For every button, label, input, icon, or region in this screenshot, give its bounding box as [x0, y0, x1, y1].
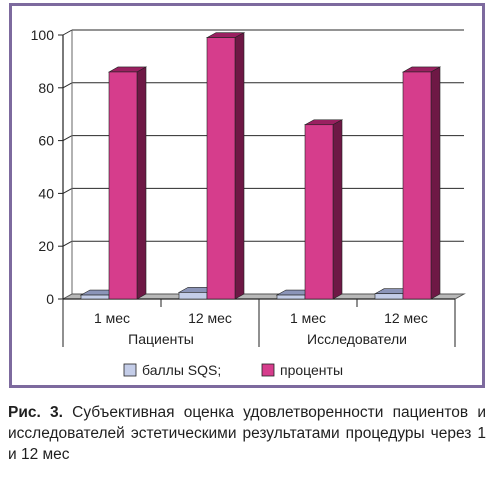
caption-label: Рис. 3. — [8, 404, 63, 421]
chart-frame — [9, 3, 485, 388]
x-tick-label: 12 мес — [188, 310, 232, 326]
bar-percent-side — [430, 66, 441, 300]
caption-text: Субъективная оценка удовлетворенности па… — [8, 404, 487, 463]
gridline-depth — [62, 187, 73, 194]
bar-sqs-front — [374, 293, 404, 300]
bar-chart: 0 20 40 60 80 100 1 мес 12 мес 1 мес 12 мес Пациен… — [9, 3, 485, 388]
legend-label-sqs: баллы SQS; — [142, 362, 221, 378]
bar-percent — [205, 32, 246, 300]
y-tick-label: 20 — [38, 238, 54, 254]
bar-percent-side — [136, 66, 147, 300]
legend-swatch-percent — [261, 363, 275, 377]
x-tick-label: 1 мес — [290, 310, 326, 326]
bar-sqs-front — [80, 294, 110, 300]
bar-percent-front — [206, 37, 236, 300]
bar-sqs-front — [178, 292, 208, 300]
group-label: Исследователи — [307, 331, 407, 347]
legend-label-percent: проценты — [280, 362, 343, 378]
y-tick-label: 40 — [38, 185, 54, 201]
bar-percent-side — [332, 119, 343, 300]
figure-caption: Рис. 3. Субъективная оценка удовлетворен… — [8, 402, 486, 465]
gridline-depth — [62, 82, 73, 89]
legend-swatch-sqs — [123, 363, 137, 377]
gridline-depth — [62, 135, 73, 142]
bar-sqs-front — [276, 294, 306, 300]
bar-percent — [303, 119, 344, 300]
gridline-depth — [62, 240, 73, 247]
bar-percent — [401, 66, 442, 300]
group-label: Пациенты — [128, 331, 194, 347]
gridline-depth — [62, 29, 73, 36]
bar-percent-side — [234, 32, 245, 300]
y-tick-label: 80 — [38, 80, 54, 96]
bar-percent — [107, 66, 148, 300]
chart-figure: 0 20 40 60 80 100 1 мес 12 мес 1 мес 12 мес Пациен… — [9, 3, 485, 388]
bar-percent-front — [402, 71, 432, 300]
bar-percent-front — [304, 124, 334, 300]
y-tick-label: 60 — [38, 133, 54, 149]
y-tick-label: 100 — [31, 27, 55, 43]
y-tick-label: 0 — [46, 291, 54, 307]
x-tick-label: 1 мес — [94, 310, 130, 326]
x-tick-label: 12 мес — [384, 310, 428, 326]
bar-percent-front — [108, 71, 138, 300]
